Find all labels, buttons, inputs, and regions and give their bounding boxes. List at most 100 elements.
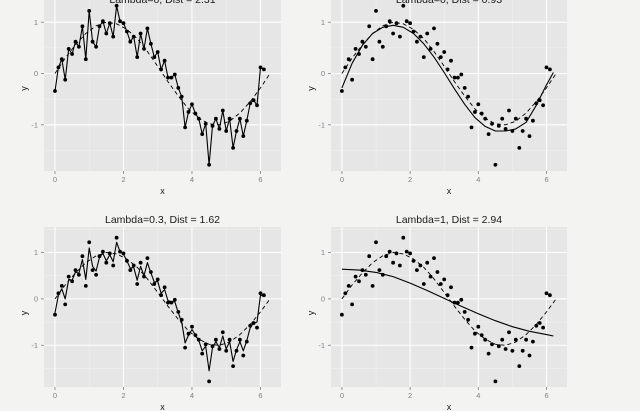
data-point xyxy=(138,260,143,265)
data-point xyxy=(408,21,412,26)
data-point xyxy=(411,259,416,263)
data-point xyxy=(486,351,491,356)
x-tick-label: 6 xyxy=(544,175,548,184)
data-point xyxy=(169,300,174,305)
series-line-dashed xyxy=(54,252,271,346)
data-point xyxy=(179,94,184,99)
data-point xyxy=(166,75,170,80)
data-point xyxy=(421,55,426,59)
data-point xyxy=(238,116,242,121)
data-point xyxy=(534,323,539,328)
data-point xyxy=(452,75,457,80)
data-point xyxy=(456,300,460,305)
x-tick-label: 0 xyxy=(340,391,344,400)
data-point xyxy=(210,124,215,128)
data-point xyxy=(121,21,126,26)
data-point xyxy=(80,254,85,259)
data-point xyxy=(527,134,532,139)
data-point xyxy=(149,270,153,274)
data-point xyxy=(370,57,375,62)
data-point xyxy=(367,254,372,259)
data-point xyxy=(520,348,525,353)
chart-panel-3: 0 2 4 6 -1 0 1 x y Lambda=0.3, Dist = 1.62 xyxy=(19,214,281,411)
data-point xyxy=(172,297,177,302)
data-point xyxy=(377,268,382,272)
data-point xyxy=(432,256,436,260)
data-point xyxy=(114,235,119,240)
data-point xyxy=(380,44,385,49)
data-point xyxy=(196,116,201,121)
data-point xyxy=(101,249,105,254)
data-point xyxy=(59,57,64,62)
data-point xyxy=(462,310,467,314)
x-tick-label: 4 xyxy=(476,175,480,184)
data-point xyxy=(159,67,164,72)
data-point xyxy=(114,3,119,8)
plot-area xyxy=(340,3,557,167)
data-point xyxy=(438,282,443,286)
data-point xyxy=(162,58,167,63)
data-point xyxy=(118,249,122,254)
data-point xyxy=(145,26,150,31)
data-point xyxy=(398,263,402,268)
data-point xyxy=(476,324,481,329)
data-point xyxy=(162,285,167,290)
data-point xyxy=(118,19,122,24)
data-point xyxy=(360,268,365,272)
grid-lines xyxy=(331,0,567,171)
data-point xyxy=(374,9,378,13)
data-point xyxy=(125,29,129,34)
data-point xyxy=(231,364,236,368)
data-point xyxy=(87,240,92,245)
data-point xyxy=(234,129,239,133)
data-point xyxy=(391,31,395,36)
data-point xyxy=(346,57,351,62)
data-point xyxy=(513,116,518,121)
data-point xyxy=(244,339,249,344)
data-point xyxy=(83,284,88,288)
data-point xyxy=(527,353,532,358)
data-point xyxy=(104,260,109,265)
data-point xyxy=(384,24,389,29)
data-point xyxy=(210,344,215,349)
chart-panel-4: 0 2 4 6 -1 0 1 x y Lambda=1, Dist = 2.94 xyxy=(306,214,567,411)
data-point xyxy=(214,116,218,121)
data-point xyxy=(183,345,188,350)
series-line-solid xyxy=(54,241,265,372)
data-point xyxy=(200,132,205,137)
data-point xyxy=(380,272,385,277)
data-point xyxy=(128,268,133,272)
plot-area xyxy=(53,235,271,384)
data-point xyxy=(56,291,61,296)
x-tick-label: 2 xyxy=(408,391,412,400)
data-point xyxy=(101,19,105,24)
data-point xyxy=(53,89,57,93)
data-point xyxy=(77,272,81,277)
series-line-dashed xyxy=(341,21,557,126)
chart-panels: 0 2 4 6 -1 0 1 x y Lambda=0, Dist = 2.31 0 2 4 6 -1 0 1 x… xyxy=(19,0,567,411)
data-point xyxy=(541,325,545,330)
x-tick-label: 2 xyxy=(408,175,412,184)
data-point xyxy=(176,310,181,314)
data-point xyxy=(490,121,494,126)
data-point xyxy=(507,108,511,113)
x-axis-label: x xyxy=(447,186,452,196)
data-point xyxy=(452,300,457,305)
data-point xyxy=(258,65,263,70)
data-point xyxy=(486,132,491,137)
data-point xyxy=(510,348,515,353)
data-point xyxy=(56,65,61,70)
plot-area xyxy=(340,235,557,384)
x-tick-label: 6 xyxy=(544,391,548,400)
data-point xyxy=(262,67,266,72)
data-point xyxy=(394,21,399,26)
data-point xyxy=(142,274,146,279)
data-point xyxy=(80,24,85,29)
data-point xyxy=(415,39,419,44)
data-point xyxy=(524,337,528,342)
data-point xyxy=(384,254,389,259)
data-point xyxy=(70,279,74,284)
chart-panel-2: 0 2 4 6 -1 0 1 x y Lambda=0, Dist = 0.93 xyxy=(306,0,567,196)
data-point xyxy=(159,293,164,298)
